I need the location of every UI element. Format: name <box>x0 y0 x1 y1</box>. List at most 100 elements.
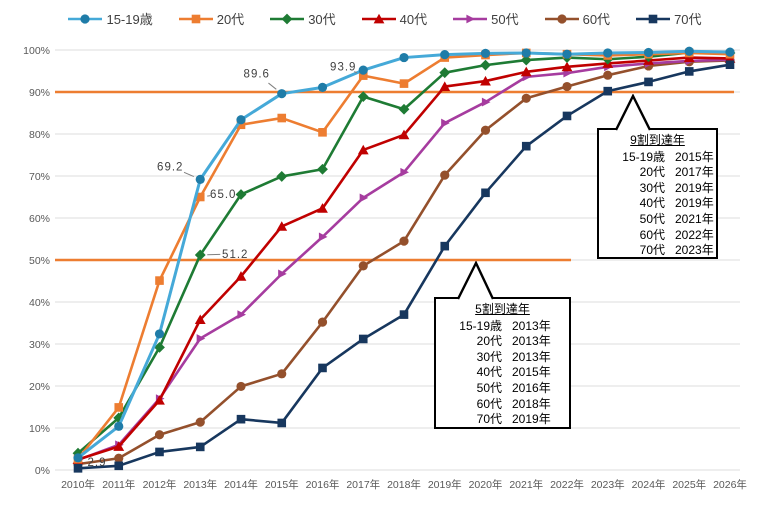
triangle-right-legend-marker-icon <box>453 14 488 23</box>
callout-row-year: 2023年 <box>675 243 714 258</box>
data-point-marker <box>317 82 328 92</box>
data-point-marker <box>277 418 287 428</box>
x-tick-label: 2014年 <box>224 478 258 491</box>
series-age-70s <box>73 60 735 473</box>
y-tick-label: 0% <box>35 465 50 477</box>
circle-legend-marker-icon <box>544 13 579 24</box>
data-point-marker <box>235 189 247 200</box>
data-point-marker <box>480 75 491 86</box>
data-point-marker <box>154 341 165 353</box>
data-point-marker <box>398 103 410 115</box>
legend-label: 70代 <box>674 12 702 27</box>
callout-row: 30代 2013年 <box>436 350 569 366</box>
y-tick-label: 60% <box>29 213 50 225</box>
data-point-marker <box>318 232 328 242</box>
data-point-marker <box>439 81 451 91</box>
data-point-marker <box>643 47 654 58</box>
callout-row-year: 2013年 <box>512 349 551 364</box>
data-point-marker <box>399 52 409 63</box>
callout-row-group: 20代 <box>476 334 502 349</box>
y-tick-label: 90% <box>29 87 50 99</box>
data-label-leader <box>354 71 358 74</box>
data-point-marker <box>399 310 409 319</box>
callout-90-percent: 9割到達年 15-19歳 2015年 20代 2017年 30代 2019年 40代 2019年… <box>597 128 718 259</box>
data-point-marker <box>194 314 206 325</box>
data-point-marker <box>603 70 613 80</box>
data-point-marker <box>441 118 450 128</box>
data-point-marker <box>155 447 164 457</box>
data-point-marker <box>195 417 205 427</box>
data-point-marker <box>521 93 531 103</box>
data-point-marker <box>359 193 369 203</box>
legend-label: 40代 <box>399 12 428 27</box>
y-tick-label: 50% <box>29 255 50 267</box>
y-tick-label: 10% <box>29 423 50 435</box>
legend-item-age-15-19: 15-19歳 <box>68 9 153 28</box>
data-point-marker <box>317 317 328 327</box>
x-tick-label: 2021年 <box>509 478 543 491</box>
callout-row-year: 2015年 <box>675 149 714 164</box>
callout-row-year: 2013年 <box>512 334 551 349</box>
legend-item-age-20s: 20代 <box>178 9 244 28</box>
data-point-marker <box>277 113 287 123</box>
data-label-leader <box>268 82 277 90</box>
data-point-marker <box>562 111 572 121</box>
data-point-marker <box>481 188 490 198</box>
x-tick-label: 2013年 <box>183 478 217 491</box>
x-tick-label: 2010年 <box>61 478 95 491</box>
data-point-marker <box>562 81 572 92</box>
legend-label: 50代 <box>491 12 519 27</box>
data-point-marker <box>603 86 613 96</box>
legend-item-age-60s: 60代 <box>544 9 610 28</box>
legend-label: 30代 <box>308 12 336 27</box>
data-point-marker <box>194 249 206 261</box>
data-point-marker <box>684 46 694 56</box>
data-point-marker <box>603 48 613 58</box>
data-point-marker <box>154 430 165 440</box>
callout-row-group: 30代 <box>639 180 665 195</box>
callout-row-year: 2019年 <box>675 180 714 195</box>
data-point-marker <box>358 261 368 271</box>
x-tick-label: 2026年 <box>713 478 747 491</box>
callout-row-year: 2019年 <box>512 412 551 427</box>
data-point-marker <box>480 48 491 58</box>
callout-pointer-icon <box>614 94 652 131</box>
data-point-marker <box>317 203 328 213</box>
callout-row-group: 30代 <box>476 349 502 364</box>
data-point-marker <box>684 67 694 76</box>
callout-row-group: 70代 <box>476 412 502 427</box>
data-point-marker <box>398 129 410 140</box>
data-label: 89.6 <box>244 69 270 81</box>
data-label: 93.9 <box>330 62 356 74</box>
data-label-leader <box>183 171 195 178</box>
callout-50-percent: 5割到達年 15-19歳 2013年 20代 2013年 30代 2013年 40代 2015年… <box>434 297 571 429</box>
callout-pointer-icon <box>456 261 495 300</box>
data-point-marker <box>521 48 531 58</box>
x-tick-label: 2011年 <box>102 478 135 491</box>
y-tick-label: 100% <box>23 45 50 57</box>
data-point-marker <box>73 464 83 473</box>
y-tick-label: 40% <box>29 297 50 309</box>
data-point-marker <box>439 67 451 79</box>
callout-row-group: 20代 <box>639 165 665 180</box>
data-point-marker <box>562 49 572 59</box>
callout-row: 50代 2021年 <box>599 212 716 228</box>
data-point-marker <box>481 97 491 107</box>
data-label: 51.2 <box>222 249 248 261</box>
x-tick-label: 2022年 <box>550 478 584 491</box>
data-point-marker <box>520 54 532 66</box>
data-point-marker <box>154 395 165 405</box>
data-point-marker <box>440 241 450 251</box>
data-point-marker <box>480 59 491 71</box>
callout-row-group: 40代 <box>476 365 502 380</box>
legend-item-age-40s: 40代 <box>361 9 428 28</box>
callout-row-year: 2021年 <box>675 211 714 226</box>
data-point-marker <box>399 236 409 246</box>
data-point-marker <box>480 125 491 135</box>
data-point-marker <box>440 50 450 60</box>
callout-row-group: 60代 <box>476 396 502 411</box>
x-tick-label: 2025年 <box>672 478 706 491</box>
data-labels: 2.9 69.2 65.0 51.2 89.6 93.9 <box>88 62 358 469</box>
data-point-marker <box>400 167 409 177</box>
data-point-marker <box>235 271 247 281</box>
